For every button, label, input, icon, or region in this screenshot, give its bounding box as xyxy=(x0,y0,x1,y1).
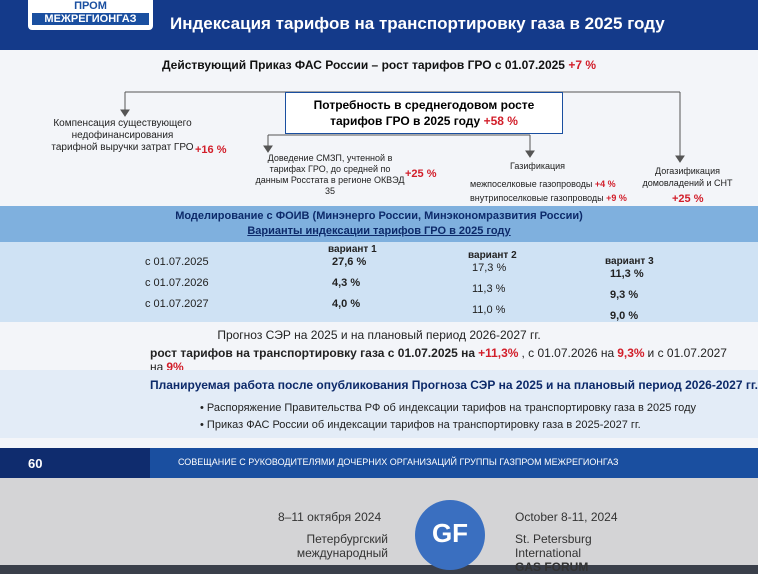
forecast-segment: 9,3% xyxy=(617,346,645,360)
item-value: +25 % xyxy=(405,168,437,180)
cell: 4,3 % xyxy=(332,277,361,289)
forecast-segment: рост тарифов на транспортировку газа с 0… xyxy=(150,346,476,360)
cell: 17,3 % xyxy=(472,262,507,274)
name-ru: Петербургский международный xyxy=(296,532,388,560)
banner: 8–11 октября 2024 Петербургский междунар… xyxy=(0,478,758,574)
modeling-title: Моделирование с ФОИВ (Минэнерго России, … xyxy=(175,210,583,222)
forecast-segment: , с 01.07.2026 на xyxy=(521,346,615,360)
row-date: с 01.07.2026 xyxy=(145,277,209,289)
need-value: +58 % xyxy=(483,114,518,128)
bullet-text: Приказ ФАС России об индексации тарифов … xyxy=(206,419,641,431)
item-value: +25 % xyxy=(672,193,704,205)
need-text: Потребность в среднегодовом росте тарифо… xyxy=(313,98,535,128)
part-label: внутрипоселковые газопроводы xyxy=(470,193,604,203)
forecast-title: Прогноз СЭР на 2025 и на плановый период… xyxy=(217,328,541,342)
item: Догазификация домовладений и СНТ xyxy=(642,166,733,188)
part-value: +9 % xyxy=(606,193,627,203)
footer: 60 Совещание с руководителями дочерних о… xyxy=(0,448,758,478)
date-en: October 8-11, 2024 xyxy=(515,510,618,524)
name-en: St. Petersburg International xyxy=(515,532,592,560)
bullet-text: Распоряжение Правительства РФ об индекса… xyxy=(206,402,696,414)
part-label: межпоселковые газопроводы xyxy=(470,179,593,189)
slide: ПРОМ МЕЖРЕГИОНГАЗ Индексация тарифов на … xyxy=(0,0,758,478)
planned: Планируемая работа после опубликования П… xyxy=(0,370,758,438)
item: Компенсация существующего недофинансиров… xyxy=(51,118,194,153)
footer-text: Совещание с руководителями дочерних орга… xyxy=(178,457,619,467)
logo-text: МЕЖРЕГИОНГАЗ xyxy=(32,13,149,25)
bullet: • Приказ ФАС России об индексации тарифо… xyxy=(200,419,641,431)
part-value: +4 % xyxy=(594,179,616,189)
item-value: +16 % xyxy=(195,144,227,156)
logo-top: ПРОМ xyxy=(74,0,107,12)
order-text: Действующий Приказ ФАС России – рост тар… xyxy=(161,58,565,72)
column-header: вариант 1 xyxy=(328,244,377,255)
item: Доведение СМЗП, учтенной в тарифах ГРО, … xyxy=(255,153,405,196)
page-number: 60 xyxy=(0,448,150,478)
item-part: межпоселковые газопроводы +4 % xyxy=(470,178,616,190)
planned-title: Планируемая работа после опубликования П… xyxy=(150,378,758,392)
cell: 11,0 % xyxy=(472,304,506,316)
order-value: +7 % xyxy=(568,58,597,72)
logo: ПРОМ МЕЖРЕГИОНГАЗ xyxy=(28,0,153,30)
row-date: с 01.07.2025 xyxy=(145,256,209,268)
order-line: Действующий Приказ ФАС России – рост тар… xyxy=(0,58,758,72)
bullet: • Распоряжение Правительства РФ об индек… xyxy=(200,402,696,414)
cell: 11,3 % xyxy=(472,283,506,295)
date-ru: 8–11 октября 2024 xyxy=(278,510,382,524)
slide-title: Индексация тарифов на транспортировку га… xyxy=(170,14,665,33)
modeling-band: Моделирование с ФОИВ (Минэнерго России, … xyxy=(0,206,758,242)
cell: 27,6 % xyxy=(332,256,367,268)
forum-en: GAS FORUM xyxy=(515,560,589,574)
forum-logo: GF xyxy=(415,500,485,570)
table: вариант 1 вариант 2 вариант 3 с 01.07.20… xyxy=(0,242,758,322)
item-part: внутрипоселковые газопроводы +9 % xyxy=(470,192,627,204)
cell: 9,3 % xyxy=(610,289,639,301)
need-box: Потребность в среднегодовом росте тарифо… xyxy=(285,92,563,134)
item: Газификация xyxy=(510,161,566,171)
cell: 11,3 % xyxy=(610,268,644,280)
cell: 9,0 % xyxy=(610,310,639,322)
cell: 4,0 % xyxy=(332,298,361,310)
column-header: вариант 3 xyxy=(605,256,654,267)
modeling-subtitle: Варианты индексации тарифов ГРО в 2025 г… xyxy=(247,225,511,237)
forecast-segment: +11,3% xyxy=(478,346,519,360)
row-date: с 01.07.2027 xyxy=(145,298,209,310)
column-header: вариант 2 xyxy=(468,250,517,261)
